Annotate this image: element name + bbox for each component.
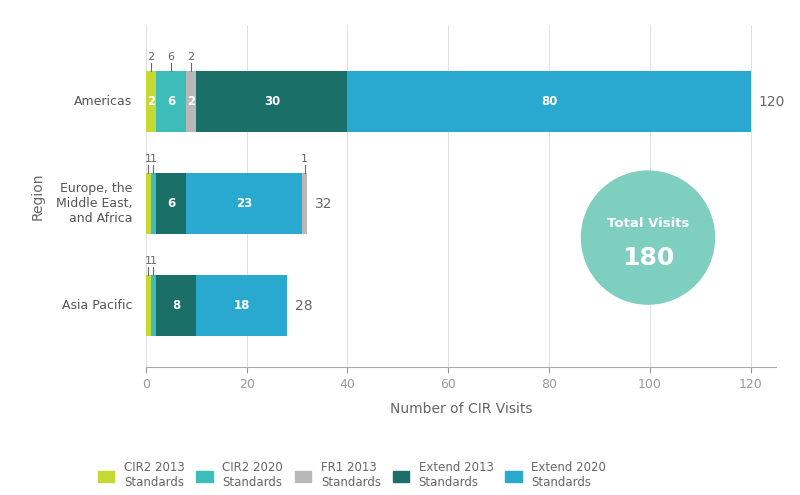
Text: 1: 1: [145, 256, 152, 266]
Text: 1: 1: [150, 256, 157, 266]
Text: Total Visits: Total Visits: [607, 217, 689, 230]
Bar: [186, 173, 302, 234]
Bar: [146, 71, 156, 132]
Bar: [196, 71, 347, 132]
Text: 2: 2: [188, 51, 194, 62]
Text: 2: 2: [187, 95, 195, 108]
Bar: [151, 275, 156, 337]
Bar: [146, 173, 151, 234]
Bar: [156, 71, 186, 132]
Bar: [146, 275, 151, 337]
Text: 1: 1: [301, 154, 308, 164]
Bar: [347, 71, 750, 132]
Text: 8: 8: [172, 299, 180, 312]
Text: 2: 2: [147, 51, 154, 62]
Y-axis label: Region: Region: [31, 172, 45, 220]
Text: 28: 28: [294, 299, 312, 313]
Text: 30: 30: [264, 95, 280, 108]
Text: 18: 18: [234, 299, 250, 312]
Bar: [186, 71, 196, 132]
Text: 180: 180: [622, 247, 674, 270]
Text: 6: 6: [167, 95, 175, 108]
Text: 32: 32: [314, 197, 332, 211]
Bar: [196, 275, 287, 337]
Text: 80: 80: [541, 95, 558, 108]
Bar: [156, 275, 196, 337]
Circle shape: [582, 171, 714, 304]
Bar: [302, 173, 307, 234]
Text: 1: 1: [150, 154, 157, 164]
Text: 2: 2: [146, 95, 155, 108]
Text: 23: 23: [236, 197, 252, 210]
X-axis label: Number of CIR Visits: Number of CIR Visits: [390, 401, 532, 416]
Text: 120: 120: [758, 95, 785, 108]
Bar: [156, 173, 186, 234]
Text: 6: 6: [167, 51, 174, 62]
Bar: [151, 173, 156, 234]
Text: 6: 6: [167, 197, 175, 210]
Text: 1: 1: [145, 154, 152, 164]
Legend: CIR2 2013
Standards, CIR2 2020
Standards, FR1 2013
Standards, Extend 2013
Standa: CIR2 2013 Standards, CIR2 2020 Standards…: [93, 456, 611, 494]
